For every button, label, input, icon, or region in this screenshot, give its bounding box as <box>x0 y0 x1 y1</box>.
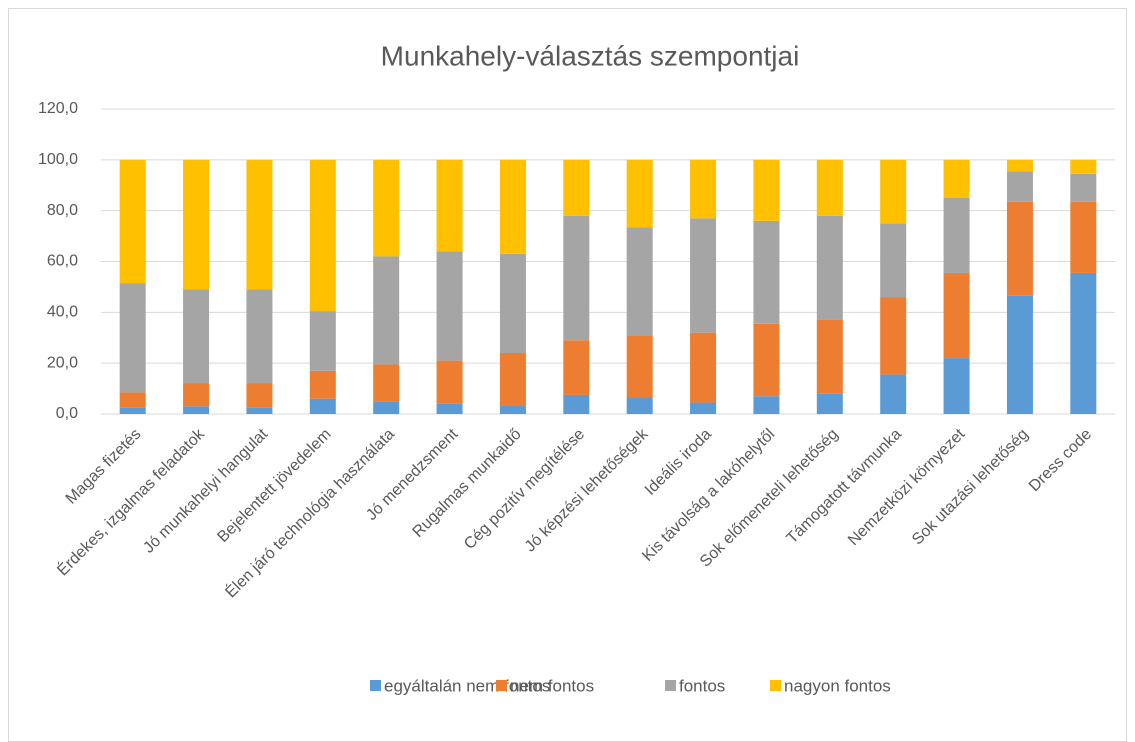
bar-segment <box>183 289 210 384</box>
y-tick-label: 100,0 <box>38 151 78 168</box>
y-tick-label: 120,0 <box>38 100 78 117</box>
bar-segment <box>753 323 780 397</box>
bar-segment <box>436 403 463 414</box>
bar-segment <box>880 159 907 224</box>
bar-segment <box>1006 171 1033 202</box>
legend-swatch <box>370 680 381 691</box>
bar-segment <box>626 159 653 228</box>
bar-segment <box>1006 201 1033 296</box>
bar-segment <box>373 364 400 402</box>
bar-segment <box>753 396 780 414</box>
bar-segment <box>943 358 970 414</box>
bar-segment <box>563 215 590 341</box>
bar-segment <box>943 272 970 359</box>
bar-segment <box>816 215 843 320</box>
bar-segment <box>563 159 590 216</box>
bar-segment <box>690 332 717 403</box>
bar-segment <box>119 407 146 414</box>
bar-segment <box>119 392 146 408</box>
bar-segment <box>753 220 780 324</box>
y-tick-label: 40,0 <box>47 304 78 321</box>
legend-label: fontos <box>679 676 725 695</box>
legend-label: egyáltalán nem fontos <box>384 676 550 695</box>
bar-segment <box>690 402 717 414</box>
bar-segment <box>246 159 273 290</box>
bar-segment <box>309 398 336 414</box>
bar-segment <box>880 374 907 414</box>
bar-segment <box>499 253 526 353</box>
bar-segment <box>183 159 210 290</box>
bar-segment <box>373 401 400 414</box>
bar-segment <box>309 370 336 399</box>
bar-segment <box>816 319 843 394</box>
legend-label: nem fontos <box>510 676 594 695</box>
bar-segment <box>1006 159 1033 172</box>
bar-segment <box>563 340 590 395</box>
bar-segment <box>436 251 463 361</box>
bar-segment <box>436 159 463 252</box>
bar-segment <box>1070 159 1097 174</box>
bar-segment <box>309 311 336 371</box>
y-tick-label: 80,0 <box>47 202 78 219</box>
bar-segment <box>1070 201 1097 273</box>
bar-segment <box>943 197 970 273</box>
bar-segment <box>499 405 526 414</box>
bar-segment <box>499 353 526 406</box>
bar-segment <box>943 159 970 198</box>
bar-segment <box>626 227 653 336</box>
bar-segment <box>563 394 590 414</box>
bar-segment <box>880 297 907 375</box>
bar-segment <box>1070 272 1097 414</box>
y-tick-label: 0,0 <box>56 405 78 422</box>
bar-segment <box>499 159 526 254</box>
bar-segment <box>436 360 463 404</box>
legend-swatch <box>770 680 781 691</box>
bar-segment <box>753 159 780 221</box>
bar-segment <box>626 397 653 414</box>
bar-segment <box>246 383 273 408</box>
bar-segment <box>309 159 336 312</box>
bar-segment <box>690 218 717 333</box>
bar-segment <box>690 159 717 219</box>
bar-segment <box>119 283 146 393</box>
legend-swatch <box>496 680 507 691</box>
bar-segment <box>816 393 843 414</box>
bar-segment <box>880 223 907 298</box>
bar-segment <box>183 383 210 407</box>
chart-title: Munkahely-választás szempontjai <box>381 40 800 71</box>
bar-segment <box>816 159 843 216</box>
bar-segment <box>373 256 400 365</box>
bar-segment <box>626 335 653 398</box>
y-tick-label: 20,0 <box>47 354 78 371</box>
bar-segment <box>1070 173 1097 202</box>
legend-swatch <box>665 680 676 691</box>
bar-segment <box>246 407 273 414</box>
bar-segment <box>183 406 210 414</box>
bar-segment <box>1006 295 1033 414</box>
legend-label: nagyon fontos <box>784 676 891 695</box>
bar-segment <box>373 159 400 257</box>
y-tick-label: 60,0 <box>47 253 78 270</box>
bar-segment <box>119 159 146 284</box>
bar-segment <box>246 289 273 384</box>
